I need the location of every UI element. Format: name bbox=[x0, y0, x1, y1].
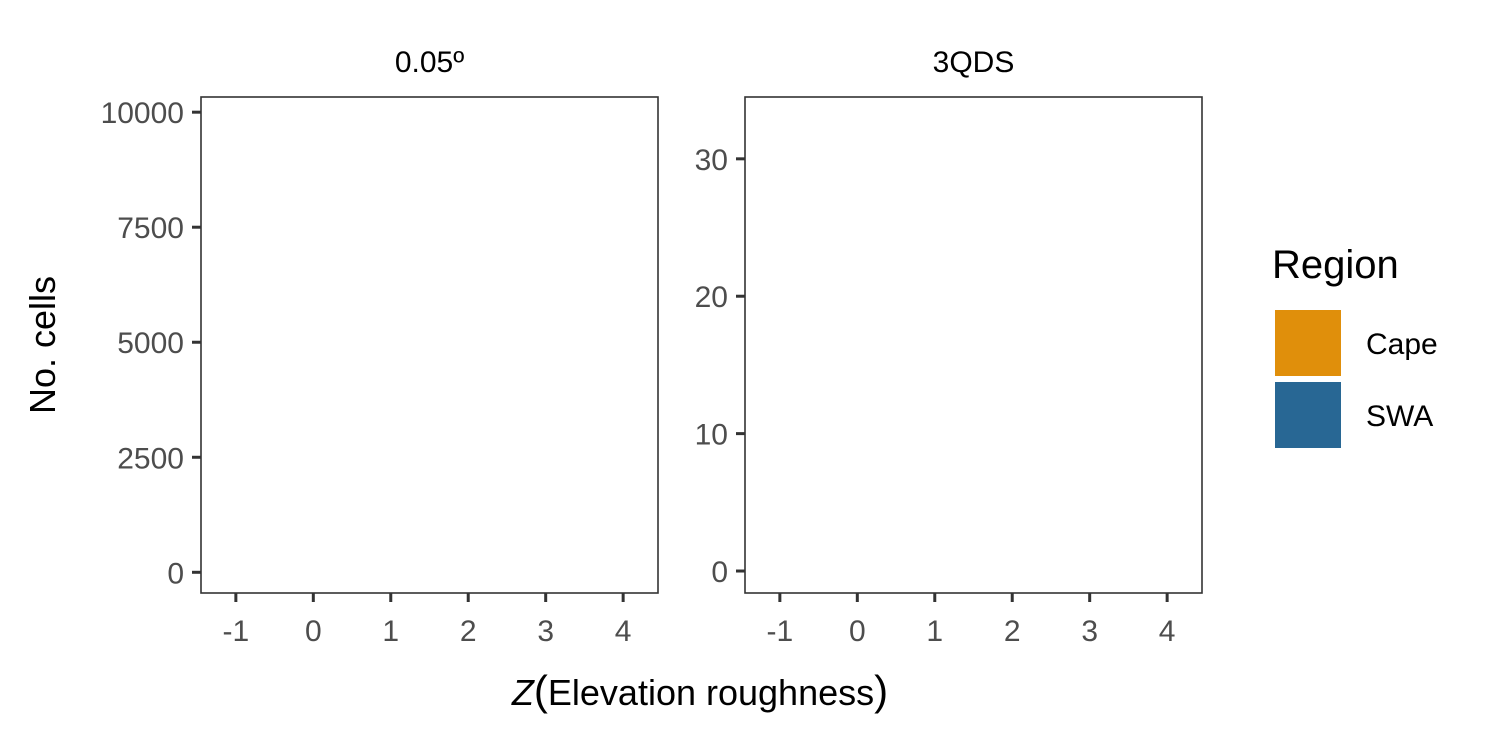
x-tick-label: 3 bbox=[537, 615, 554, 648]
panel-border-2 bbox=[744, 96, 1203, 594]
x-axis-title-close-paren: ) bbox=[874, 667, 888, 714]
y-tick-label: 10 bbox=[695, 419, 728, 452]
panel-border-1 bbox=[200, 96, 659, 594]
x-axis-title-text: Elevation roughness bbox=[548, 672, 874, 713]
x-tick-label: 1 bbox=[926, 615, 943, 648]
x-tick-label: 0 bbox=[849, 615, 866, 648]
x-tick-label: 3 bbox=[1081, 615, 1098, 648]
x-tick-label: 2 bbox=[460, 615, 477, 648]
x-axis-title-open-paren: ( bbox=[534, 667, 548, 714]
facet-title-2: 3QDS bbox=[933, 46, 1015, 79]
legend: Region Cape SWA bbox=[1272, 243, 1438, 448]
y-tick-label: 30 bbox=[695, 144, 728, 177]
y-tick-label: 5000 bbox=[117, 327, 184, 360]
legend-key-swa bbox=[1275, 382, 1341, 448]
panel-1: 0.05º 0 2500 5000 7500 10000 -1 0 1 2 3 4 bbox=[101, 46, 659, 648]
x-tick-label: 4 bbox=[1159, 615, 1176, 648]
y-tick-label: 2500 bbox=[117, 442, 184, 475]
y-tick-label: 10000 bbox=[101, 97, 184, 130]
y-tick-label: 7500 bbox=[117, 212, 184, 245]
y-tick-label: 0 bbox=[167, 557, 184, 590]
x-axis-title: Z(Elevation roughness) bbox=[511, 667, 888, 714]
legend-key-cape bbox=[1275, 310, 1341, 376]
legend-label-swa: SWA bbox=[1366, 400, 1433, 433]
legend-label-cape: Cape bbox=[1366, 328, 1438, 361]
y-tick-label: 20 bbox=[695, 281, 728, 314]
y-axis-title: No. cells bbox=[22, 276, 63, 414]
x-tick-label: 0 bbox=[305, 615, 322, 648]
legend-title: Region bbox=[1272, 243, 1399, 287]
legend-items: Cape SWA bbox=[1275, 310, 1438, 448]
x-tick-label: -1 bbox=[767, 615, 794, 648]
y-tick-label: 0 bbox=[711, 556, 728, 589]
facet-title-1: 0.05º bbox=[395, 46, 464, 79]
x-tick-label: 4 bbox=[615, 615, 632, 648]
x-axis-title-italic: Z bbox=[511, 672, 535, 713]
x-tick-label: 1 bbox=[382, 615, 399, 648]
x-tick-label: -1 bbox=[223, 615, 250, 648]
panel-2: 3QDS 0 10 20 30 -1 0 1 2 3 4 bbox=[695, 46, 1203, 648]
x-tick-label: 2 bbox=[1004, 615, 1021, 648]
